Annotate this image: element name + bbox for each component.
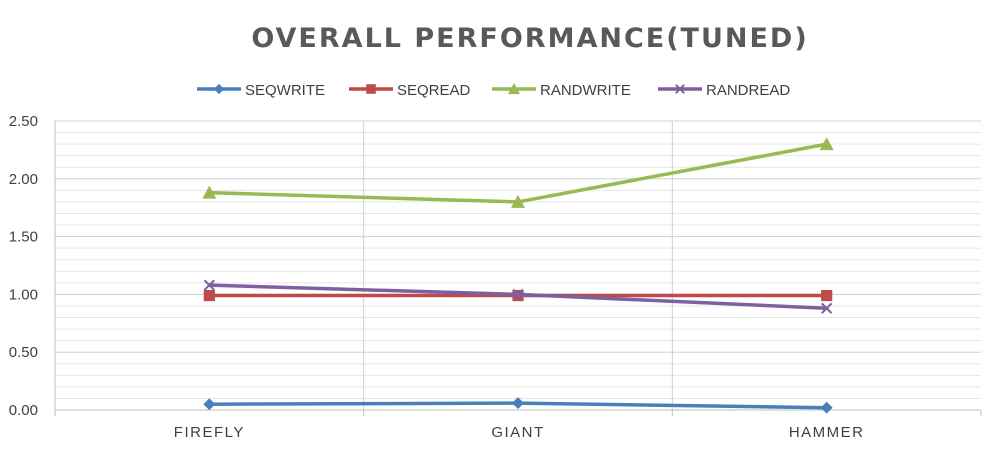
data-point-triangle-marker [202, 185, 217, 199]
data-point-square-marker [821, 289, 833, 302]
legend: SEQWRITE SEQREAD RANDWRITE RANDREAD [197, 82, 790, 99]
series-group [202, 137, 834, 414]
legend-label: SEQREAD [397, 82, 471, 99]
data-point-diamond-marker [512, 397, 524, 410]
data-point-x-marker [203, 279, 215, 291]
y-tick-label: 0.50 [9, 344, 38, 361]
legend-label: SEQWRITE [245, 82, 325, 99]
y-tick-label: 1.50 [9, 229, 38, 246]
x-category-label: GIANT [491, 424, 544, 441]
data-point-x-marker [512, 288, 524, 301]
x-category-label: HAMMER [789, 424, 865, 441]
y-tick-label: 0.00 [9, 402, 38, 419]
legend-item-randwrite: RANDWRITE [492, 82, 631, 99]
data-point-triangle-marker [511, 194, 525, 208]
legend-item-seqwrite: SEQWRITE [197, 82, 325, 99]
chart-title: OVERALL PERFORMANCE(TUNED) [251, 23, 808, 54]
legend-item-seqread: SEQREAD [349, 82, 471, 99]
x-category-label: FIREFLY [174, 424, 245, 441]
series-seqwrite [203, 397, 833, 414]
legend-x-marker [675, 84, 685, 94]
legend-label: RANDWRITE [540, 82, 631, 99]
data-point-square-marker [203, 289, 215, 302]
y-tick-label: 2.00 [9, 171, 38, 188]
series-randread [203, 279, 833, 314]
y-axis-tick-labels: 0.00 0.50 1.00 1.50 2.00 2.50 [9, 113, 38, 419]
series-randwrite [202, 137, 834, 208]
legend-triangle-marker [508, 83, 520, 95]
y-tick-label: 2.50 [9, 113, 38, 130]
data-point-diamond-marker [820, 401, 833, 414]
data-point-x-marker [821, 302, 833, 314]
axes [54, 121, 982, 416]
x-axis-category-labels: FIREFLY GIANT HAMMER [174, 424, 865, 441]
data-point-triangle-marker [819, 137, 834, 151]
y-tick-label: 1.00 [9, 286, 38, 303]
legend-diamond-marker [213, 83, 225, 95]
legend-square-marker [366, 84, 376, 94]
legend-label: RANDREAD [706, 82, 790, 99]
data-point-diamond-marker [203, 398, 216, 411]
series-line [207, 142, 829, 204]
gridlines [55, 120, 981, 410]
legend-item-randread: RANDREAD [658, 82, 790, 99]
